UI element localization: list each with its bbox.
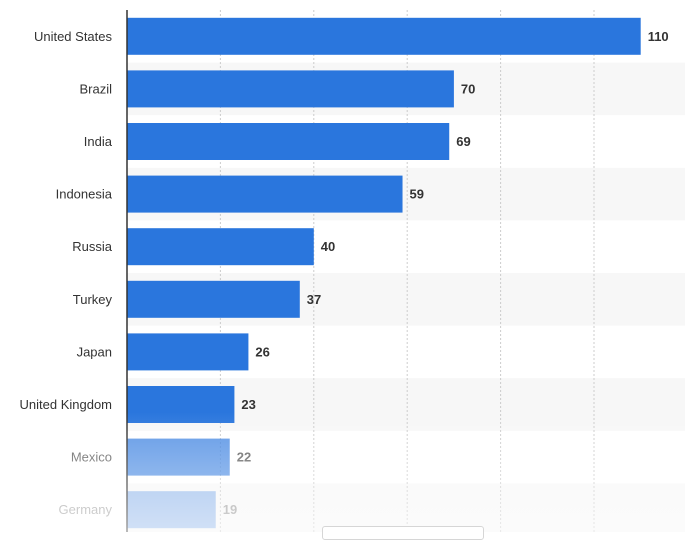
category-label: Germany (59, 502, 113, 517)
bar-mexico (127, 438, 230, 476)
value-label: 70 (461, 81, 475, 96)
category-label: India (84, 134, 113, 149)
category-label: Turkey (73, 292, 113, 307)
value-label: 26 (255, 344, 269, 359)
category-label: United Kingdom (20, 397, 113, 412)
bar-indonesia (127, 175, 403, 213)
category-label: United States (34, 29, 113, 44)
value-label: 23 (241, 397, 255, 412)
category-label: Mexico (71, 450, 112, 465)
category-label: Japan (77, 344, 112, 359)
value-label: 59 (410, 187, 424, 202)
bar-united-states (127, 17, 641, 55)
bar-india (127, 123, 450, 160)
category-label: Brazil (79, 81, 112, 96)
bar-germany (127, 491, 216, 529)
bar-united-kingdom (127, 386, 235, 423)
value-label: 40 (321, 239, 335, 254)
value-label: 69 (456, 134, 470, 149)
dropdown-stub[interactable] (322, 526, 484, 540)
value-label: 110 (648, 29, 669, 44)
bar-japan (127, 333, 249, 371)
value-label: 19 (223, 502, 237, 517)
bar-russia (127, 228, 314, 266)
category-label: Russia (72, 239, 113, 254)
gridlines (219, 10, 595, 532)
value-label: 22 (237, 450, 251, 465)
value-label: 37 (307, 292, 321, 307)
bar-turkey (127, 280, 300, 318)
bars (127, 17, 641, 529)
category-label: Indonesia (56, 187, 113, 202)
category-labels: United States Brazil India Indonesia Russia T… (20, 29, 113, 517)
bar-brazil (127, 70, 454, 108)
